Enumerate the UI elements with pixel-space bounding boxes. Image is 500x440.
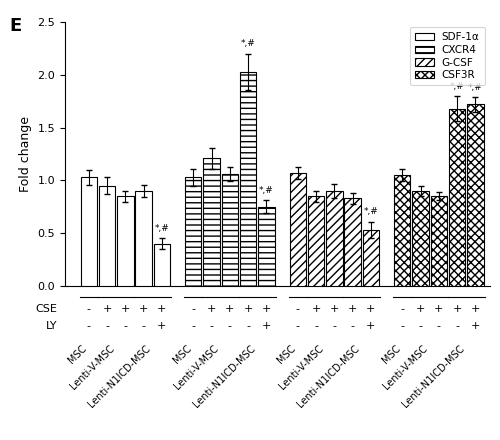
Text: -: -: [296, 304, 300, 314]
Bar: [185, 177, 202, 286]
Text: +: +: [434, 304, 444, 314]
Text: +: +: [470, 321, 480, 331]
Text: -: -: [246, 321, 250, 331]
Text: -: -: [296, 321, 300, 331]
Text: +: +: [366, 321, 376, 331]
Text: +: +: [470, 304, 480, 314]
Bar: [430, 196, 447, 286]
Text: LY: LY: [46, 321, 58, 331]
Text: -: -: [87, 321, 91, 331]
Text: +: +: [157, 321, 166, 331]
Y-axis label: Fold change: Fold change: [19, 116, 32, 192]
Text: +: +: [452, 304, 462, 314]
Text: +: +: [244, 304, 253, 314]
Text: +: +: [120, 304, 130, 314]
Bar: [99, 186, 116, 286]
Text: -: -: [400, 321, 404, 331]
Text: MSC: MSC: [171, 343, 194, 365]
Bar: [204, 158, 220, 286]
Bar: [394, 175, 410, 286]
Text: +: +: [416, 304, 425, 314]
Text: +: +: [102, 304, 112, 314]
Bar: [467, 104, 483, 286]
Text: +: +: [139, 304, 148, 314]
Text: -: -: [228, 321, 232, 331]
Bar: [222, 174, 238, 286]
Bar: [117, 196, 134, 286]
Text: -: -: [332, 321, 336, 331]
Text: Lenti-N1ICD-MSC: Lenti-N1ICD-MSC: [400, 343, 466, 409]
Text: -: -: [437, 321, 441, 331]
Bar: [412, 191, 428, 286]
Bar: [326, 191, 342, 286]
Bar: [344, 198, 361, 286]
Text: -: -: [400, 304, 404, 314]
Text: +: +: [312, 304, 320, 314]
Bar: [80, 177, 97, 286]
Legend: SDF-1α, CXCR4, G-CSF, CSF3R: SDF-1α, CXCR4, G-CSF, CSF3R: [410, 27, 485, 85]
Text: +: +: [225, 304, 234, 314]
Bar: [449, 109, 466, 286]
Bar: [290, 173, 306, 286]
Text: -: -: [314, 321, 318, 331]
Text: +: +: [157, 304, 166, 314]
Text: -: -: [87, 304, 91, 314]
Text: Lenti-V-MSC: Lenti-V-MSC: [68, 343, 116, 391]
Bar: [136, 191, 152, 286]
Text: -: -: [418, 321, 422, 331]
Text: Lenti-N1ICD-MSC: Lenti-N1ICD-MSC: [191, 343, 258, 409]
Text: CSE: CSE: [36, 304, 58, 314]
Text: MSC: MSC: [66, 343, 89, 365]
Text: -: -: [350, 321, 354, 331]
Bar: [240, 72, 256, 286]
Text: +: +: [262, 321, 271, 331]
Text: -: -: [192, 304, 196, 314]
Bar: [154, 244, 170, 286]
Text: MSC: MSC: [276, 343, 297, 365]
Text: MSC: MSC: [380, 343, 402, 365]
Text: *,#: *,#: [364, 207, 378, 216]
Text: +: +: [207, 304, 216, 314]
Bar: [362, 230, 379, 286]
Text: -: -: [105, 321, 109, 331]
Text: *,#: *,#: [468, 83, 482, 92]
Text: +: +: [262, 304, 271, 314]
Text: -: -: [210, 321, 214, 331]
Text: *,#: *,#: [154, 224, 170, 233]
Text: E: E: [10, 17, 22, 35]
Text: -: -: [142, 321, 146, 331]
Text: -: -: [455, 321, 459, 331]
Text: Lenti-N1ICD-MSC: Lenti-N1ICD-MSC: [296, 343, 362, 409]
Text: +: +: [366, 304, 376, 314]
Text: +: +: [330, 304, 339, 314]
Text: *,#: *,#: [259, 186, 274, 195]
Text: *,#: *,#: [450, 82, 464, 91]
Text: *,#: *,#: [240, 40, 256, 48]
Text: Lenti-V-MSC: Lenti-V-MSC: [172, 343, 220, 391]
Text: +: +: [348, 304, 358, 314]
Bar: [308, 196, 324, 286]
Text: Lenti-V-MSC: Lenti-V-MSC: [382, 343, 430, 391]
Text: -: -: [124, 321, 128, 331]
Bar: [258, 207, 274, 286]
Text: -: -: [192, 321, 196, 331]
Text: Lenti-V-MSC: Lenti-V-MSC: [277, 343, 325, 391]
Text: Lenti-N1ICD-MSC: Lenti-N1ICD-MSC: [86, 343, 153, 409]
